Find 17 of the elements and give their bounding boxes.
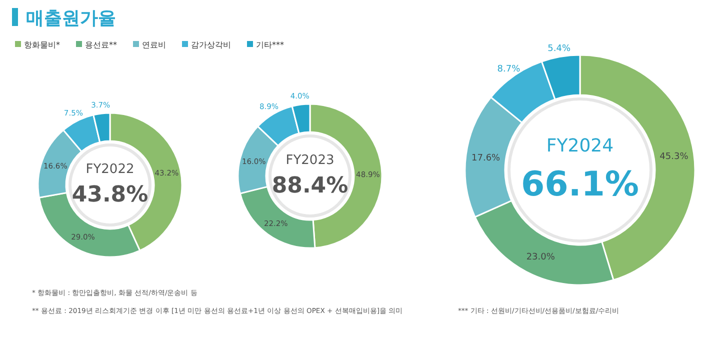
text: 매출원가율 bbox=[26, 8, 116, 29]
legend-label: 용선료** bbox=[85, 40, 117, 50]
data-label: 23.0% bbox=[526, 252, 556, 262]
data-label: 17.6% bbox=[472, 154, 501, 164]
data-label: 8.7% bbox=[497, 64, 521, 75]
text: FY2024 bbox=[546, 135, 614, 156]
text: FY2022 bbox=[86, 162, 134, 177]
text: 66.1% bbox=[521, 164, 639, 204]
legend-label: 항화물비* bbox=[24, 40, 60, 50]
legend-label: 연료비 bbox=[142, 40, 166, 50]
data-label: 5.4% bbox=[548, 44, 571, 54]
data-label: 45.3% bbox=[660, 152, 689, 162]
legend-label: 감가상각비 bbox=[191, 40, 231, 50]
text: 88.4% bbox=[272, 174, 348, 198]
text: FY2023 bbox=[286, 152, 334, 168]
legend-label: 기타*** bbox=[256, 40, 284, 50]
text: 43.8% bbox=[72, 182, 148, 208]
